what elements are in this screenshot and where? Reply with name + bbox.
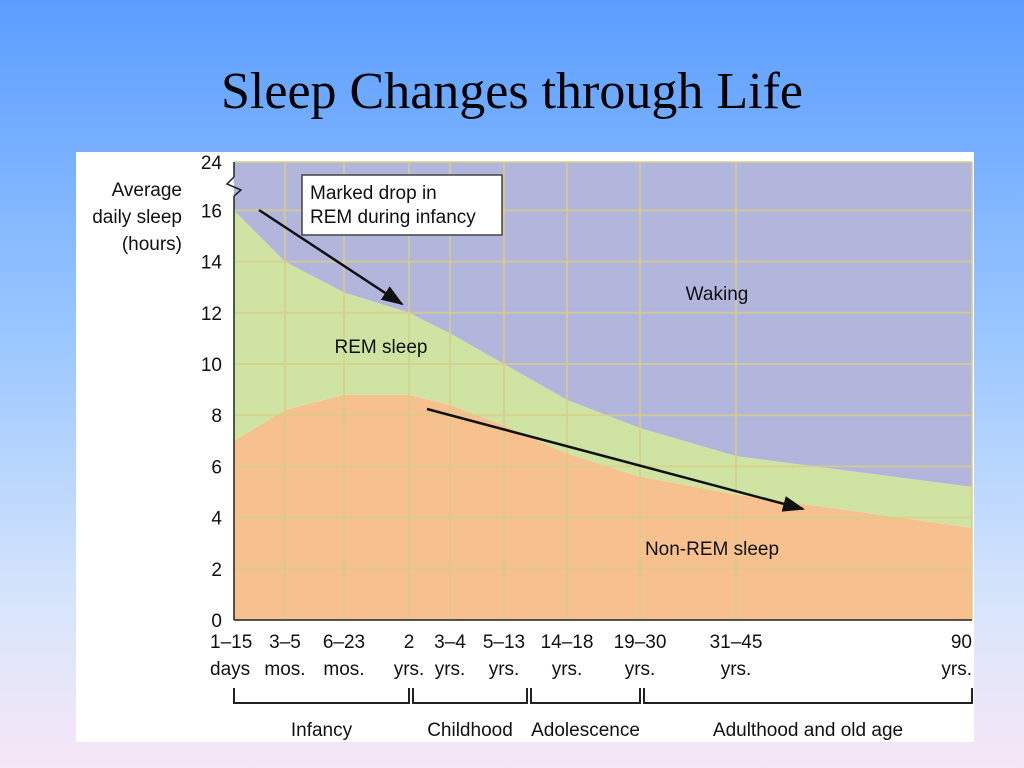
x-tick-label: days xyxy=(210,659,250,680)
x-tick-label: yrs. xyxy=(721,659,752,680)
age-group-bracket xyxy=(530,688,641,704)
age-group-bracket xyxy=(412,688,528,704)
y-tick-label: 10 xyxy=(201,355,222,376)
slide-title: Sleep Changes through Life xyxy=(221,63,803,120)
y-axis-label: Average xyxy=(112,180,182,201)
waking-area xyxy=(234,162,972,487)
age-group-label: Childhood xyxy=(427,720,513,741)
y-tick-label: 24 xyxy=(201,153,223,174)
x-tick-label: 90 xyxy=(951,632,972,653)
y-tick-label: 12 xyxy=(201,304,222,325)
y-axis-label: daily sleep xyxy=(92,207,182,228)
x-tick-label: 19–30 xyxy=(614,632,667,653)
y-axis-label: (hours) xyxy=(122,234,182,255)
rem-area xyxy=(234,210,972,528)
x-tick-label: 14–18 xyxy=(541,632,594,653)
y-tick-label: 16 xyxy=(201,201,222,222)
annotation-text: REM during infancy xyxy=(310,207,476,228)
age-group-bracket xyxy=(643,688,973,704)
y-axis-break xyxy=(225,176,243,197)
x-tick-label: yrs. xyxy=(489,659,520,680)
x-tick-label: 2 xyxy=(404,632,415,653)
annotation-text: Marked drop in xyxy=(310,183,437,204)
x-tick-label: yrs. xyxy=(941,659,972,680)
x-tick-label: 3–5 xyxy=(269,632,301,653)
x-tick-label: mos. xyxy=(323,659,364,680)
chart-panel: 0 2 4 6 8 10 12 14 16 24 Average daily sleep (hours)… xyxy=(76,152,974,742)
y-tick-label: 8 xyxy=(211,406,222,427)
annotation-box xyxy=(301,174,503,236)
nonrem-area xyxy=(234,394,972,620)
y-tick-label: 6 xyxy=(211,457,222,478)
y-tick-label: 2 xyxy=(211,560,222,581)
x-tick-label: 31–45 xyxy=(710,632,763,653)
y-tick-label: 4 xyxy=(211,509,222,530)
y-tick-label: 0 xyxy=(211,611,222,632)
x-tick-label: 1–15 xyxy=(210,632,252,653)
x-tick-label: yrs. xyxy=(625,659,656,680)
x-tick-label: 5–13 xyxy=(483,632,525,653)
age-group-label: Adolescence xyxy=(531,720,640,741)
x-tick-label: 3–4 xyxy=(434,632,466,653)
x-tick-label: yrs. xyxy=(435,659,466,680)
x-tick-label: yrs. xyxy=(552,659,583,680)
nonrem-decline-arrow xyxy=(426,407,805,512)
waking-label: Waking xyxy=(686,284,749,305)
x-tick-label: 6–23 xyxy=(323,632,365,653)
nonrem-label: Non-REM sleep xyxy=(645,539,779,560)
age-group-bracket xyxy=(233,688,410,704)
x-tick-label: yrs. xyxy=(394,659,425,680)
rem-drop-arrow xyxy=(258,208,404,306)
y-tick-label: 14 xyxy=(201,253,223,274)
age-group-label: Adulthood and old age xyxy=(713,720,903,741)
x-tick-label: mos. xyxy=(264,659,305,680)
age-group-label: Infancy xyxy=(291,720,353,741)
rem-label: REM sleep xyxy=(335,337,428,358)
